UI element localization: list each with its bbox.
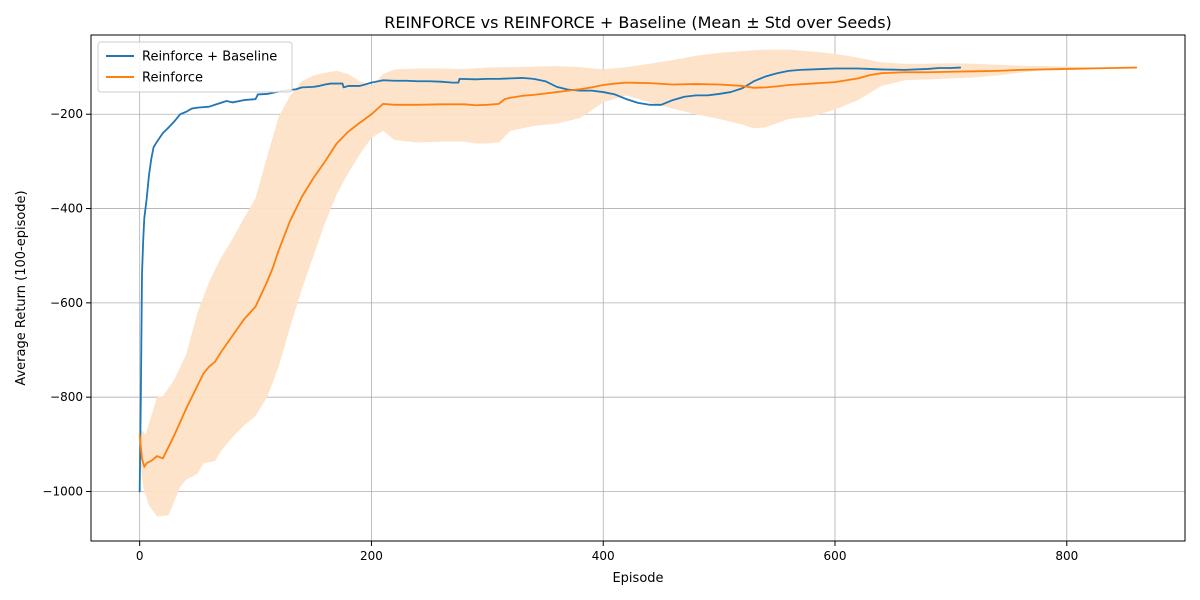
- series-line-reinforce-baseline: [138, 66, 962, 493]
- legend-box: [97, 41, 293, 93]
- y-tick-label: −1000: [42, 484, 83, 498]
- x-tick-label: 0: [136, 549, 144, 563]
- y-axis-label: Average Return (100-episode): [14, 190, 29, 385]
- y-tick-label: −800: [50, 390, 83, 404]
- x-tick-label: 200: [360, 549, 383, 563]
- x-tick-label: 600: [824, 549, 847, 563]
- y-tick-label: −400: [50, 202, 83, 216]
- series-lines: [138, 66, 1138, 493]
- x-axis-label: Episode: [612, 571, 663, 586]
- legend-label: Reinforce: [142, 71, 203, 86]
- legend: Reinforce + Baseline Reinforce: [97, 41, 293, 93]
- legend-label: Reinforce + Baseline: [142, 50, 277, 65]
- plot-frame: [90, 34, 1186, 542]
- y-tick-label: −600: [50, 296, 83, 310]
- series-line-reinforce: [138, 66, 1138, 468]
- x-tick-label: 800: [1055, 549, 1078, 563]
- y-tick-label: −200: [50, 107, 83, 121]
- ticks: 0 200 400 600 800 −1000 −800 −600 −400 −200: [42, 107, 1078, 563]
- chart-title: REINFORCE vs REINFORCE + Baseline (Mean …: [384, 13, 892, 32]
- x-tick-label: 400: [592, 549, 615, 563]
